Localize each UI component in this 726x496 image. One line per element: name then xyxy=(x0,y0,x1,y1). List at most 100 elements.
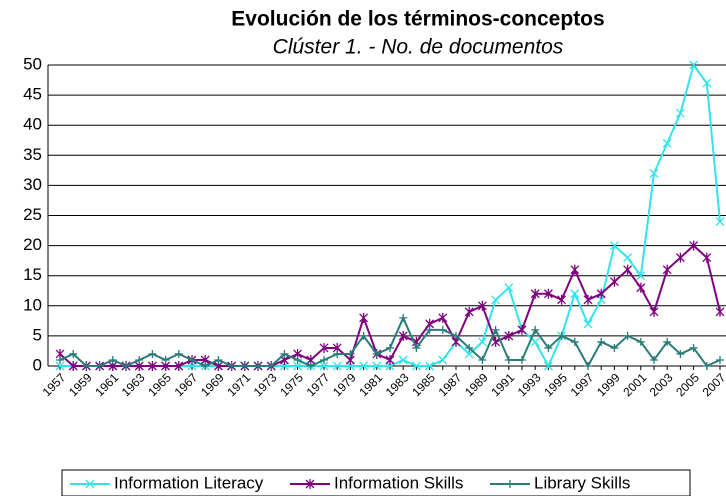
y-tick-label: 35 xyxy=(23,145,42,164)
marker xyxy=(174,361,184,371)
marker xyxy=(636,282,646,293)
marker xyxy=(543,288,553,299)
marker xyxy=(425,325,434,334)
marker xyxy=(584,362,592,370)
marker xyxy=(240,362,249,370)
chart-title: Evolución de los términos-conceptos xyxy=(231,8,604,31)
legend-label: Library Skills xyxy=(534,473,630,492)
x-tick-label: 1977 xyxy=(304,370,333,399)
marker xyxy=(649,168,659,178)
marker xyxy=(359,331,368,340)
marker xyxy=(201,362,210,370)
marker xyxy=(465,343,474,352)
marker xyxy=(583,294,593,305)
marker xyxy=(372,361,382,371)
marker xyxy=(438,325,447,334)
marker xyxy=(518,355,526,364)
y-tick-label: 10 xyxy=(23,295,42,314)
marker xyxy=(425,361,435,371)
marker xyxy=(517,324,527,335)
x-tick-label: 1993 xyxy=(515,370,544,399)
marker xyxy=(122,362,130,370)
marker xyxy=(715,217,725,226)
legend-label: Information Skills xyxy=(334,473,463,492)
marker xyxy=(56,355,64,364)
x-tick-label: 1987 xyxy=(436,370,465,399)
marker xyxy=(412,343,421,352)
y-tick-label: 30 xyxy=(23,175,42,194)
marker xyxy=(609,241,619,251)
marker xyxy=(491,325,500,334)
marker xyxy=(333,349,342,358)
marker xyxy=(148,349,157,358)
marker xyxy=(583,319,593,329)
x-tick-label: 1995 xyxy=(541,370,570,399)
x-tick-label: 1997 xyxy=(568,370,597,399)
y-tick-label: 15 xyxy=(23,265,42,284)
x-tick-label: 1983 xyxy=(383,370,412,399)
x-tick-label: 1975 xyxy=(277,370,306,399)
y-tick-label: 45 xyxy=(23,85,42,104)
x-tick-label: 1979 xyxy=(330,370,359,399)
x-tick-label: 1965 xyxy=(145,370,174,399)
marker xyxy=(372,349,381,358)
marker xyxy=(609,276,619,287)
marker xyxy=(398,330,408,341)
marker xyxy=(227,362,236,370)
marker xyxy=(188,355,196,364)
y-tick-label: 0 xyxy=(33,355,42,374)
marker xyxy=(293,355,302,364)
marker xyxy=(55,361,65,371)
marker xyxy=(570,337,579,346)
marker xyxy=(174,349,183,358)
marker xyxy=(543,361,553,371)
marker xyxy=(491,295,501,305)
x-tick-label: 1991 xyxy=(488,370,517,399)
x-tick-label: 1999 xyxy=(594,370,623,399)
marker xyxy=(398,355,408,365)
marker xyxy=(108,355,117,364)
marker xyxy=(623,331,632,340)
marker xyxy=(477,337,487,347)
marker xyxy=(504,283,514,293)
y-tick-label: 20 xyxy=(23,235,42,254)
marker xyxy=(85,479,95,489)
y-tick-label: 5 xyxy=(33,325,42,344)
x-tick-label: 1957 xyxy=(40,370,69,399)
x-tick-label: 1959 xyxy=(66,370,95,399)
marker xyxy=(411,361,421,371)
marker xyxy=(531,325,540,334)
marker xyxy=(662,138,672,148)
marker xyxy=(689,240,699,251)
marker xyxy=(82,362,91,370)
marker xyxy=(716,355,724,364)
marker xyxy=(623,253,633,263)
marker xyxy=(161,355,170,364)
marker xyxy=(438,312,448,323)
marker xyxy=(319,342,329,353)
marker xyxy=(385,354,395,365)
marker xyxy=(504,355,513,364)
marker xyxy=(689,60,699,70)
marker xyxy=(320,355,328,364)
y-tick-label: 25 xyxy=(23,205,42,224)
marker xyxy=(346,349,355,358)
marker xyxy=(305,479,315,489)
x-tick-label: 2007 xyxy=(700,370,726,399)
x-tick-label: 1985 xyxy=(409,370,438,399)
marker xyxy=(135,355,144,364)
x-tick-label: 1973 xyxy=(251,370,280,399)
chart-subtitle: Clúster 1. - No. de documentos xyxy=(273,36,564,59)
marker xyxy=(399,313,408,322)
marker xyxy=(359,361,369,371)
legend-label: Information Literacy xyxy=(114,473,264,492)
marker xyxy=(675,252,685,263)
marker xyxy=(530,337,540,347)
marker xyxy=(504,330,514,341)
marker xyxy=(650,355,658,364)
marker xyxy=(147,361,157,371)
legend-box xyxy=(61,469,691,496)
marker xyxy=(636,271,646,281)
marker xyxy=(68,361,78,371)
